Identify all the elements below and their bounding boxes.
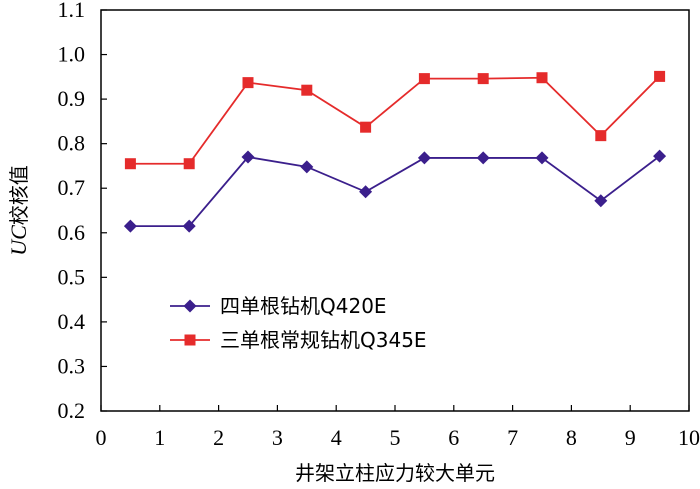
series-1-point — [417, 151, 431, 165]
series-1-point — [594, 194, 608, 208]
series-1-point — [300, 160, 314, 174]
y-tick-label: 1.0 — [58, 42, 86, 67]
y-tick-label: 0.9 — [58, 86, 86, 111]
series-1-point — [653, 149, 667, 163]
series-1-point — [476, 151, 490, 165]
y-axis-title-rest: 校核值 — [7, 165, 31, 225]
series-2-point — [301, 84, 313, 96]
y-axis-title-italic: UC — [6, 225, 31, 256]
series-2-point — [595, 130, 607, 142]
series-2-point — [124, 158, 136, 170]
x-tick-label: 5 — [390, 425, 401, 450]
x-tick-label: 10 — [678, 425, 700, 450]
y-tick-label: 0.4 — [58, 309, 86, 334]
series-1-line — [130, 155, 661, 227]
series-2-point — [360, 121, 372, 133]
x-tick-label: 3 — [272, 425, 283, 450]
series-1-point — [123, 219, 137, 233]
series-1-point — [359, 185, 373, 199]
x-tick-label: 1 — [154, 425, 165, 450]
series-2-point — [242, 77, 254, 89]
x-tick-label: 0 — [96, 425, 107, 450]
series-2-point — [418, 73, 430, 85]
x-axis-title: 井架立柱应力较大单元 — [295, 461, 495, 485]
y-tick-label: 0.6 — [58, 220, 86, 245]
series-2-point — [654, 70, 666, 82]
series-1 — [123, 149, 667, 233]
y-tick-label: 0.2 — [58, 398, 86, 423]
series-1-point — [182, 219, 196, 233]
x-tick-label: 4 — [331, 425, 342, 450]
series-2-point — [183, 158, 195, 170]
y-tick-label: 0.7 — [58, 175, 86, 200]
y-axis: 0.2 0.3 0.4 0.5 0.6 0.7 0.8 0.9 1.0 1.1 — [58, 0, 107, 423]
series-1-point — [535, 151, 549, 165]
legend-label-1: 四单根钻机Q420E — [220, 294, 387, 318]
series-layer — [123, 70, 667, 233]
x-tick-label: 6 — [448, 425, 459, 450]
y-tick-label: 0.3 — [58, 353, 86, 378]
x-tick-label: 9 — [625, 425, 636, 450]
x-tick-label: 2 — [213, 425, 224, 450]
x-tick-label: 8 — [566, 425, 577, 450]
legend-marker-2 — [184, 334, 196, 346]
legend-marker-1 — [183, 299, 197, 313]
series-2-line — [130, 75, 661, 165]
y-tick-label: 0.8 — [58, 131, 86, 156]
x-axis: 0 1 2 3 4 5 6 7 8 9 10 — [96, 405, 700, 450]
series-2-point — [536, 72, 548, 84]
x-tick-label: 7 — [507, 425, 518, 450]
legend: 四单根钻机Q420E 三单根常规钻机Q345E — [170, 294, 427, 352]
series-2-point — [477, 73, 489, 85]
y-tick-label: 1.1 — [58, 0, 86, 22]
legend-label-2: 三单根常规钻机Q345E — [220, 328, 427, 352]
y-tick-label: 0.5 — [58, 264, 86, 289]
y-axis-title: UC校核值 — [6, 165, 31, 256]
series-1-point — [241, 150, 255, 164]
series-2 — [124, 70, 666, 170]
